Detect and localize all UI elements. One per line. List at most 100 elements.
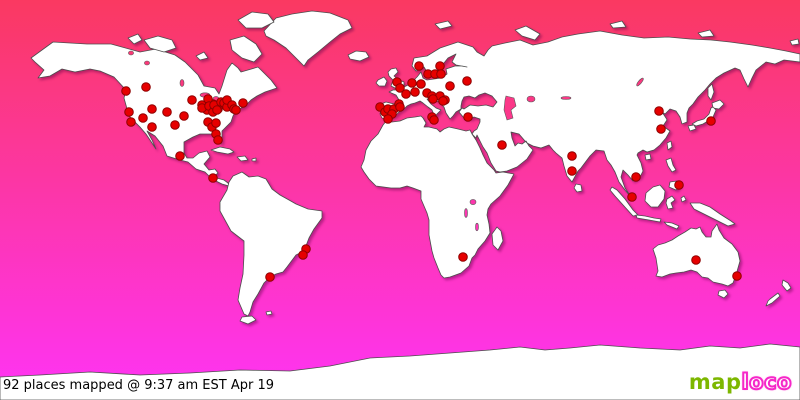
visitor-dot (429, 115, 439, 125)
great-slave-lake (144, 60, 150, 66)
land-borneo (644, 184, 666, 208)
visitor-dot (121, 86, 131, 96)
great-bear-lake (128, 50, 134, 56)
land-hainan (644, 153, 652, 161)
visitor-dot (435, 61, 445, 71)
land-novaya-zemlya (514, 25, 541, 41)
visitor-dot (126, 117, 136, 127)
visitor-dot (654, 106, 664, 116)
visitor-dot (656, 124, 666, 134)
land-hispaniola (236, 155, 249, 162)
land-tierra-del-fuego (239, 315, 257, 325)
land-new-guinea (689, 202, 736, 227)
visitor-dot (567, 151, 577, 161)
visitor-dot (407, 78, 417, 88)
map-caption: 92 places mapped @ 9:37 am EST Apr 19 (3, 378, 274, 393)
dots-layer (121, 61, 742, 282)
maploco-logo: maploco (688, 369, 793, 395)
land-sri-lanka (573, 183, 583, 193)
land-victoria-island (143, 35, 177, 53)
visitor-dot (208, 173, 218, 183)
land-sakhalin (707, 83, 715, 101)
visitor-dot (732, 271, 742, 281)
land-southampton (195, 51, 209, 61)
land-banks-island (127, 33, 143, 45)
visitor-dot (414, 61, 424, 71)
land-wrangel (789, 38, 800, 46)
land-halmahera (680, 195, 687, 203)
visitor-dot (438, 96, 448, 106)
land-africa (360, 115, 515, 279)
visitor-dot (706, 116, 716, 126)
visitor-dot (445, 81, 455, 91)
visitor-dot (631, 172, 641, 182)
land-south-america (219, 171, 323, 317)
land-sumatra (609, 186, 639, 217)
visitor-dot (691, 255, 701, 265)
visitor-dot (395, 102, 405, 112)
land-north-america (30, 41, 278, 187)
visitor-dot (410, 87, 420, 97)
land-falklands (265, 310, 273, 316)
land-tasmania (717, 289, 729, 299)
visitor-dot (187, 95, 197, 105)
land-puerto-rico (251, 157, 257, 162)
land-layer (0, 10, 800, 400)
visitor-dot (175, 151, 185, 161)
visitor-dot (401, 89, 411, 99)
land-antarctica (0, 343, 800, 400)
aral-sea (526, 95, 536, 103)
lake-victoria (469, 199, 477, 205)
visitor-dot (212, 105, 222, 115)
visitor-dot (138, 113, 148, 123)
land-madagascar (491, 226, 504, 251)
visitor-dot (124, 107, 134, 117)
land-cuba (210, 146, 235, 155)
visitor-dot (428, 94, 438, 104)
visitor-dot (147, 122, 157, 132)
visitor-dot (497, 140, 507, 150)
visitor-dot (458, 252, 468, 262)
visitor-dot (462, 76, 472, 86)
visitor-dot (238, 98, 248, 108)
visitor-dot (436, 69, 446, 79)
visitor-dot (674, 180, 684, 190)
land-nz-south (765, 292, 781, 307)
lake-winnipeg (179, 79, 185, 87)
land-kyushu (687, 124, 697, 132)
land-nz-north (781, 279, 792, 292)
visitor-dot (141, 82, 151, 92)
visitor-dot (383, 114, 393, 124)
visitor-dot (179, 111, 189, 121)
visitor-dot (231, 105, 241, 115)
visitor-dot (463, 112, 473, 122)
land-java (635, 214, 662, 223)
visitor-dot (162, 107, 172, 117)
land-severnaya-zemlya (609, 20, 627, 29)
land-taiwan (666, 140, 673, 151)
land-ellesmere (237, 11, 275, 29)
land-iceland (347, 50, 370, 62)
visitor-dot (298, 250, 308, 260)
land-ireland (375, 76, 388, 87)
land-timor (663, 221, 680, 230)
land-baffin (229, 35, 263, 63)
land-greenland (263, 10, 353, 67)
visitor-dot (416, 79, 426, 89)
visitor-dot (213, 135, 223, 145)
visitor-dot (147, 104, 157, 114)
visitor-dot (627, 192, 637, 202)
land-australia (652, 223, 741, 287)
land-svalbard (434, 20, 453, 30)
lake-baikal (636, 77, 644, 87)
visitor-dot (265, 272, 275, 282)
logo-map-text: map (688, 370, 742, 394)
land-new-siberian (697, 29, 715, 38)
visitor-dot (567, 166, 577, 176)
land-sulawesi (665, 195, 676, 210)
lake-malawi (475, 222, 479, 232)
visitor-dot (170, 120, 180, 130)
logo-loco-text: loco (740, 369, 792, 395)
